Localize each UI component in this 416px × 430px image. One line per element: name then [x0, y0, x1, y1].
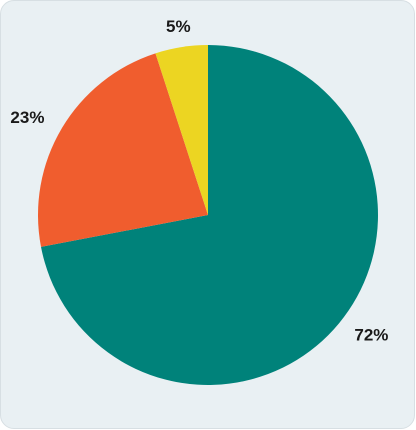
- pie-labels: 72% 23% 5%: [10, 17, 388, 345]
- pie-slice-0: [41, 45, 378, 386]
- pie-label-0: 72%: [354, 326, 388, 345]
- pie-slice-2: [155, 45, 208, 215]
- pie-label-1: 23%: [10, 108, 44, 127]
- pie-slice-1: [37, 53, 208, 247]
- pie-label-2: 5%: [166, 17, 191, 36]
- pie-slices: [37, 45, 378, 386]
